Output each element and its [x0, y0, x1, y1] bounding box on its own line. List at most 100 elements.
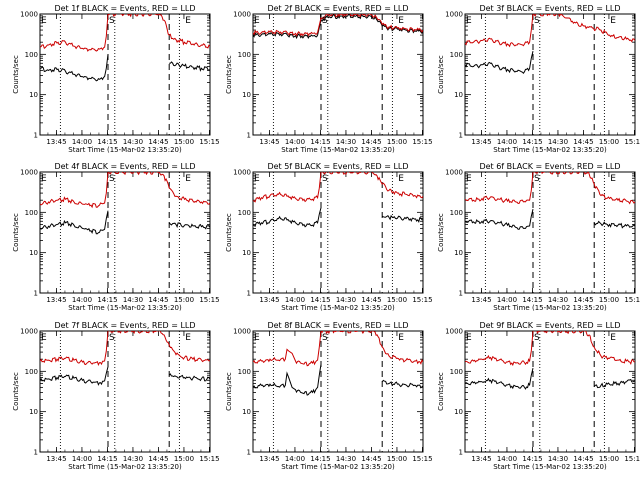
- y-tick-label: 10: [454, 408, 463, 416]
- y-tick-label: 1: [459, 449, 463, 457]
- detector-panel: Det 6f BLACK = Events, RED = LLD 1 10 100 10…: [437, 162, 640, 312]
- series-line-events: [253, 14, 423, 40]
- x-tick-label: 14:30: [548, 138, 568, 146]
- eclipse-marker-label: E: [185, 174, 191, 184]
- x-axis-label: Start Time (15-Mar-02 13:35:20): [281, 463, 395, 471]
- panel-title: Det 7f BLACK = Events, RED = LLD: [54, 321, 195, 330]
- x-tick-label: 15:00: [174, 455, 194, 463]
- x-tick-label: 14:45: [573, 138, 593, 146]
- saa-marker-label: S: [322, 174, 328, 184]
- x-tick-label: 14:00: [285, 455, 305, 463]
- eclipse-marker-label: E: [41, 333, 47, 343]
- y-tick-label: 10: [29, 91, 38, 99]
- x-tick-label: 15:00: [387, 296, 407, 304]
- series-line-events: [168, 373, 210, 382]
- saa-marker-label: S: [534, 16, 540, 26]
- detector-panel: Det 4f BLACK = Events, RED = LLD 1 10 100 10…: [12, 162, 220, 312]
- plot-frame: [39, 171, 211, 294]
- x-axis-label: Start Time (15-Mar-02 13:35:20): [68, 146, 182, 154]
- y-tick-label: 10: [242, 249, 251, 257]
- eclipse-marker-label: E: [398, 333, 404, 343]
- saa-marker-label: S: [322, 16, 328, 26]
- x-tick-label: 14:30: [548, 455, 568, 463]
- x-tick-label: 14:15: [522, 138, 542, 146]
- x-tick-label: 15:15: [624, 138, 640, 146]
- y-axis-label: Counts/sec: [437, 55, 445, 94]
- y-tick-label: 1000: [20, 328, 38, 336]
- y-tick-label: 1000: [233, 169, 251, 177]
- x-tick-label: 14:15: [97, 455, 117, 463]
- x-tick-label: 15:00: [387, 455, 407, 463]
- x-tick-label: 14:45: [361, 138, 381, 146]
- eclipse-marker-label: E: [41, 16, 47, 26]
- series-line-lld: [253, 172, 423, 203]
- y-tick-label: 100: [25, 209, 38, 217]
- x-tick-label: 13:45: [46, 296, 66, 304]
- x-tick-label: 15:15: [199, 455, 219, 463]
- y-axis-label: Counts/sec: [12, 372, 20, 411]
- y-tick-label: 100: [238, 368, 251, 376]
- detector-panel: Det 9f BLACK = Events, RED = LLD 1 10 100 10…: [437, 321, 640, 471]
- series-line-events: [465, 50, 534, 74]
- eclipse-marker-label: E: [254, 16, 260, 26]
- x-tick-label: 14:15: [310, 138, 330, 146]
- eclipse-marker-label: E: [254, 333, 260, 343]
- detector-panel: Det 2f BLACK = Events, RED = LLD 1 10 100 10…: [225, 4, 433, 154]
- x-tick-label: 14:45: [148, 296, 168, 304]
- y-tick-label: 10: [29, 408, 38, 416]
- series-line-events: [168, 222, 210, 230]
- y-axis-label: Counts/sec: [225, 213, 233, 252]
- eclipse-marker-label: E: [254, 174, 260, 184]
- y-tick-label: 1: [247, 132, 251, 140]
- saa-marker-label: S: [534, 174, 540, 184]
- x-tick-label: 14:00: [285, 296, 305, 304]
- y-tick-label: 100: [238, 51, 251, 59]
- x-tick-label: 14:00: [72, 455, 92, 463]
- y-axis-label: Counts/sec: [225, 372, 233, 411]
- series-line-lld: [465, 172, 635, 205]
- y-tick-label: 1: [34, 449, 38, 457]
- series-line-events: [465, 367, 534, 390]
- series-line-events: [465, 208, 534, 230]
- y-tick-label: 1: [247, 290, 251, 298]
- eclipse-marker-label: E: [610, 333, 616, 343]
- x-axis-label: Start Time (15-Mar-02 13:35:20): [281, 304, 395, 312]
- eclipse-marker-label: E: [41, 174, 47, 184]
- x-axis-label: Start Time (15-Mar-02 13:35:20): [68, 304, 182, 312]
- eclipse-marker-label: E: [610, 174, 616, 184]
- eclipse-marker-label: E: [398, 174, 404, 184]
- series-line-lld: [465, 331, 635, 367]
- y-axis-label: Counts/sec: [437, 213, 445, 252]
- x-tick-label: 14:15: [310, 296, 330, 304]
- x-tick-label: 13:45: [259, 296, 279, 304]
- series-line-lld: [40, 331, 210, 366]
- x-axis-label: Start Time (15-Mar-02 13:35:20): [281, 146, 395, 154]
- y-tick-label: 10: [242, 408, 251, 416]
- panel-title: Det 5f BLACK = Events, RED = LLD: [267, 162, 408, 171]
- eclipse-marker-label: E: [466, 174, 472, 184]
- x-tick-label: 15:00: [599, 138, 619, 146]
- x-tick-label: 14:00: [497, 455, 517, 463]
- x-tick-label: 14:30: [336, 138, 356, 146]
- panel-title: Det 3f BLACK = Events, RED = LLD: [479, 4, 620, 13]
- x-tick-label: 14:15: [97, 296, 117, 304]
- panel-title: Det 2f BLACK = Events, RED = LLD: [267, 4, 408, 13]
- detector-panel: Det 8f BLACK = Events, RED = LLD 1 10 100 10…: [225, 321, 433, 471]
- y-tick-label: 100: [238, 209, 251, 217]
- y-tick-label: 1: [247, 449, 251, 457]
- x-axis-label: Start Time (15-Mar-02 13:35:20): [493, 304, 607, 312]
- detector-panel: Det 1f BLACK = Events, RED = LLD 1 10 100 10…: [12, 4, 220, 154]
- y-tick-label: 1000: [233, 11, 251, 19]
- x-tick-label: 15:15: [412, 296, 432, 304]
- y-axis-label: Counts/sec: [437, 372, 445, 411]
- x-tick-label: 15:00: [599, 455, 619, 463]
- x-axis-label: Start Time (15-Mar-02 13:35:20): [493, 146, 607, 154]
- x-tick-label: 14:15: [310, 455, 330, 463]
- y-tick-label: 1: [34, 132, 38, 140]
- series-line-events: [381, 379, 423, 389]
- series-line-lld: [40, 172, 210, 209]
- x-tick-label: 15:15: [412, 455, 432, 463]
- eclipse-marker-label: E: [398, 16, 404, 26]
- y-axis-label: Counts/sec: [12, 55, 20, 94]
